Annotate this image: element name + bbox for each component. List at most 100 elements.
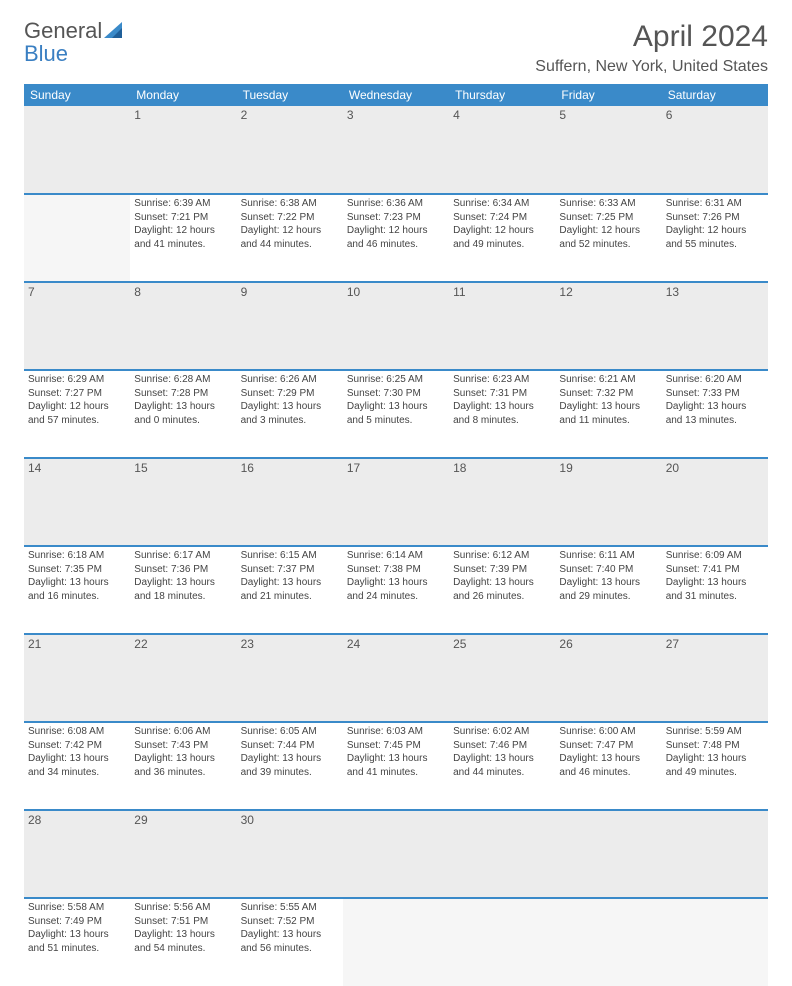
daynum-row: 282930	[24, 810, 768, 898]
day-line: Sunrise: 6:29 AM	[28, 373, 126, 387]
day-line: Daylight: 13 hours and 31 minutes.	[666, 576, 764, 603]
brand-logo: General Blue	[24, 20, 126, 65]
day-cell: Sunrise: 6:25 AMSunset: 7:30 PMDaylight:…	[343, 370, 449, 458]
day-number-cell: 16	[237, 458, 343, 546]
day-cell: Sunrise: 6:00 AMSunset: 7:47 PMDaylight:…	[555, 722, 661, 810]
day-number-cell: 4	[449, 106, 555, 194]
day-cell	[343, 898, 449, 986]
week-row: Sunrise: 6:39 AMSunset: 7:21 PMDaylight:…	[24, 194, 768, 282]
day-line: Sunset: 7:42 PM	[28, 739, 126, 753]
day-details: Sunrise: 5:58 AMSunset: 7:49 PMDaylight:…	[28, 901, 126, 955]
day-number-cell: 19	[555, 458, 661, 546]
day-line: Sunset: 7:51 PM	[134, 915, 232, 929]
day-number-cell	[449, 810, 555, 898]
day-line: Sunset: 7:37 PM	[241, 563, 339, 577]
day-line: Sunset: 7:27 PM	[28, 387, 126, 401]
day-line: Daylight: 13 hours and 36 minutes.	[134, 752, 232, 779]
weekday-header: Thursday	[449, 84, 555, 106]
day-line: Sunrise: 6:21 AM	[559, 373, 657, 387]
day-cell: Sunrise: 6:14 AMSunset: 7:38 PMDaylight:…	[343, 546, 449, 634]
day-line: Sunrise: 6:39 AM	[134, 197, 232, 211]
day-details: Sunrise: 6:03 AMSunset: 7:45 PMDaylight:…	[347, 725, 445, 779]
day-details: Sunrise: 6:21 AMSunset: 7:32 PMDaylight:…	[559, 373, 657, 427]
day-number-cell	[555, 810, 661, 898]
month-title: April 2024	[535, 20, 768, 54]
day-line: Sunset: 7:45 PM	[347, 739, 445, 753]
day-line: Daylight: 13 hours and 5 minutes.	[347, 400, 445, 427]
day-line: Daylight: 13 hours and 11 minutes.	[559, 400, 657, 427]
day-line: Sunrise: 6:06 AM	[134, 725, 232, 739]
day-line: Sunrise: 6:36 AM	[347, 197, 445, 211]
day-line: Sunset: 7:31 PM	[453, 387, 551, 401]
day-number-cell	[343, 810, 449, 898]
day-line: Sunrise: 6:33 AM	[559, 197, 657, 211]
day-cell: Sunrise: 6:12 AMSunset: 7:39 PMDaylight:…	[449, 546, 555, 634]
day-number-cell: 17	[343, 458, 449, 546]
day-cell: Sunrise: 6:38 AMSunset: 7:22 PMDaylight:…	[237, 194, 343, 282]
day-cell: Sunrise: 6:09 AMSunset: 7:41 PMDaylight:…	[662, 546, 768, 634]
day-line: Daylight: 12 hours and 46 minutes.	[347, 224, 445, 251]
day-line: Sunset: 7:30 PM	[347, 387, 445, 401]
weekday-header: Monday	[130, 84, 236, 106]
day-cell: Sunrise: 6:23 AMSunset: 7:31 PMDaylight:…	[449, 370, 555, 458]
title-block: April 2024 Suffern, New York, United Sta…	[535, 20, 768, 76]
day-line: Sunrise: 6:28 AM	[134, 373, 232, 387]
day-number-cell: 2	[237, 106, 343, 194]
day-line: Sunrise: 6:14 AM	[347, 549, 445, 563]
day-cell: Sunrise: 6:18 AMSunset: 7:35 PMDaylight:…	[24, 546, 130, 634]
day-details: Sunrise: 6:39 AMSunset: 7:21 PMDaylight:…	[134, 197, 232, 251]
day-line: Daylight: 12 hours and 55 minutes.	[666, 224, 764, 251]
weekday-header: Saturday	[662, 84, 768, 106]
day-cell: Sunrise: 5:58 AMSunset: 7:49 PMDaylight:…	[24, 898, 130, 986]
day-cell: Sunrise: 6:33 AMSunset: 7:25 PMDaylight:…	[555, 194, 661, 282]
day-line: Daylight: 13 hours and 16 minutes.	[28, 576, 126, 603]
day-line: Daylight: 13 hours and 49 minutes.	[666, 752, 764, 779]
day-number-cell: 14	[24, 458, 130, 546]
day-line: Sunrise: 5:58 AM	[28, 901, 126, 915]
day-details: Sunrise: 6:34 AMSunset: 7:24 PMDaylight:…	[453, 197, 551, 251]
weekday-header-row: SundayMondayTuesdayWednesdayThursdayFrid…	[24, 84, 768, 106]
day-line: Daylight: 12 hours and 49 minutes.	[453, 224, 551, 251]
day-details: Sunrise: 6:28 AMSunset: 7:28 PMDaylight:…	[134, 373, 232, 427]
day-line: Daylight: 13 hours and 21 minutes.	[241, 576, 339, 603]
day-number-cell: 1	[130, 106, 236, 194]
day-line: Sunrise: 6:26 AM	[241, 373, 339, 387]
day-line: Sunset: 7:47 PM	[559, 739, 657, 753]
day-line: Sunset: 7:41 PM	[666, 563, 764, 577]
day-line: Sunset: 7:32 PM	[559, 387, 657, 401]
day-cell: Sunrise: 6:03 AMSunset: 7:45 PMDaylight:…	[343, 722, 449, 810]
day-line: Daylight: 13 hours and 51 minutes.	[28, 928, 126, 955]
day-number-cell: 3	[343, 106, 449, 194]
day-line: Daylight: 13 hours and 29 minutes.	[559, 576, 657, 603]
day-line: Sunrise: 5:59 AM	[666, 725, 764, 739]
calendar-page: General Blue April 2024 Suffern, New Yor…	[0, 0, 792, 986]
calendar-table: SundayMondayTuesdayWednesdayThursdayFrid…	[24, 84, 768, 986]
day-number-cell: 9	[237, 282, 343, 370]
day-line: Sunrise: 6:17 AM	[134, 549, 232, 563]
day-line: Sunset: 7:43 PM	[134, 739, 232, 753]
weekday-header: Friday	[555, 84, 661, 106]
day-number-cell: 11	[449, 282, 555, 370]
weekday-header: Sunday	[24, 84, 130, 106]
day-line: Daylight: 13 hours and 13 minutes.	[666, 400, 764, 427]
location-subtitle: Suffern, New York, United States	[535, 58, 768, 76]
day-details: Sunrise: 6:20 AMSunset: 7:33 PMDaylight:…	[666, 373, 764, 427]
day-line: Sunset: 7:48 PM	[666, 739, 764, 753]
day-line: Sunrise: 6:02 AM	[453, 725, 551, 739]
day-line: Sunset: 7:23 PM	[347, 211, 445, 225]
day-line: Daylight: 13 hours and 8 minutes.	[453, 400, 551, 427]
day-line: Daylight: 13 hours and 56 minutes.	[241, 928, 339, 955]
day-number-cell: 10	[343, 282, 449, 370]
day-number-cell: 22	[130, 634, 236, 722]
day-line: Sunrise: 6:23 AM	[453, 373, 551, 387]
day-cell: Sunrise: 6:26 AMSunset: 7:29 PMDaylight:…	[237, 370, 343, 458]
day-cell: Sunrise: 6:34 AMSunset: 7:24 PMDaylight:…	[449, 194, 555, 282]
day-number-cell: 5	[555, 106, 661, 194]
day-details: Sunrise: 6:06 AMSunset: 7:43 PMDaylight:…	[134, 725, 232, 779]
week-row: Sunrise: 5:58 AMSunset: 7:49 PMDaylight:…	[24, 898, 768, 986]
day-number-cell: 20	[662, 458, 768, 546]
sail-icon	[104, 20, 126, 43]
weekday-header: Wednesday	[343, 84, 449, 106]
day-line: Sunrise: 6:18 AM	[28, 549, 126, 563]
day-line: Sunset: 7:35 PM	[28, 563, 126, 577]
